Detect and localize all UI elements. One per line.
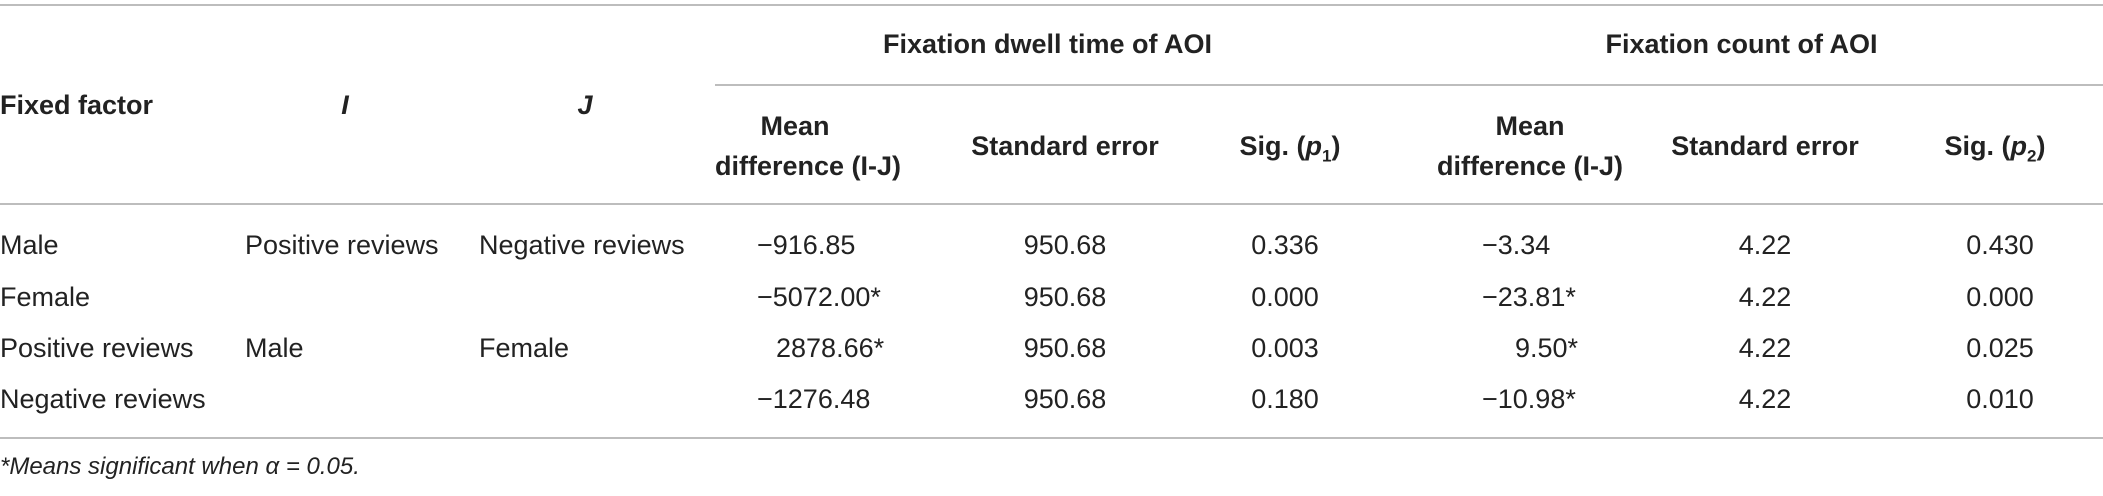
header-bottom-rule: [0, 203, 2103, 205]
cell-mean-diff-2: −3.34: [1482, 230, 1551, 260]
group-header-dwell-time: Fixation dwell time of AOI: [882, 29, 1213, 59]
cell-mean-diff-1: 2878.66*: [776, 333, 885, 363]
cell-se-2: 4.22: [1738, 282, 1792, 312]
cell-sig-1: 0.000: [1251, 282, 1319, 312]
table-footnote: *Means significant when α = 0.05.: [0, 453, 360, 480]
group-header-fixation-count: Fixation count of AOI: [1605, 29, 1878, 59]
cell-mean-diff-2: 9.50*: [1515, 333, 1579, 363]
cell-j: Female: [479, 333, 570, 363]
cell-fixed-factor: Male: [0, 230, 59, 260]
cell-sig-2: 0.000: [1966, 282, 2034, 312]
cell-se-2: 4.22: [1738, 384, 1792, 414]
cell-sig-2: 0.430: [1966, 230, 2034, 260]
cell-se-1: 950.68: [1023, 282, 1107, 312]
header-sig-p1: Sig. (p1): [1239, 131, 1341, 166]
cell-i: Positive reviews: [245, 230, 439, 260]
cell-se-1: 950.68: [1023, 333, 1107, 363]
cell-fixed-factor: Negative reviews: [0, 384, 206, 414]
cell-mean-diff-2: −23.81*: [1482, 282, 1576, 312]
cell-se-2: 4.22: [1738, 230, 1792, 260]
header-standard-error-1: Standard error: [971, 131, 1159, 161]
cell-sig-1: 0.336: [1251, 230, 1319, 260]
header-mean-diff-1: Mean difference (I-J): [715, 111, 902, 181]
cell-fixed-factor: Positive reviews: [0, 333, 194, 363]
cell-sig-1: 0.003: [1251, 333, 1319, 363]
cell-j: Negative reviews: [479, 230, 685, 260]
cell-mean-diff-2: −10.98*: [1482, 384, 1576, 414]
cell-se-1: 950.68: [1023, 230, 1107, 260]
header-j: J: [577, 90, 593, 120]
group-header-rule-1: [715, 84, 1380, 86]
cell-sig-1: 0.180: [1251, 384, 1319, 414]
cell-i: Male: [245, 333, 304, 363]
header-i: I: [341, 90, 349, 120]
header-sig-p2: Sig. (p2): [1944, 131, 2046, 166]
header-fixed-factor: Fixed factor: [0, 90, 154, 120]
cell-se-2: 4.22: [1738, 333, 1792, 363]
cell-se-1: 950.68: [1023, 384, 1107, 414]
cell-sig-2: 0.010: [1966, 384, 2034, 414]
cell-mean-diff-1: −5072.00*: [757, 282, 881, 312]
table-top-rule: [0, 4, 2103, 6]
header-mean-diff-2: Mean difference (I-J): [1436, 111, 1624, 181]
group-header-rule-2: [1380, 84, 2103, 86]
cell-sig-2: 0.025: [1966, 333, 2034, 363]
table-bottom-rule: [0, 437, 2103, 439]
cell-mean-diff-1: −1276.48: [757, 384, 871, 414]
cell-mean-diff-1: −916.85: [757, 230, 856, 260]
header-standard-error-2: Standard error: [1671, 131, 1859, 161]
cell-fixed-factor: Female: [0, 282, 91, 312]
